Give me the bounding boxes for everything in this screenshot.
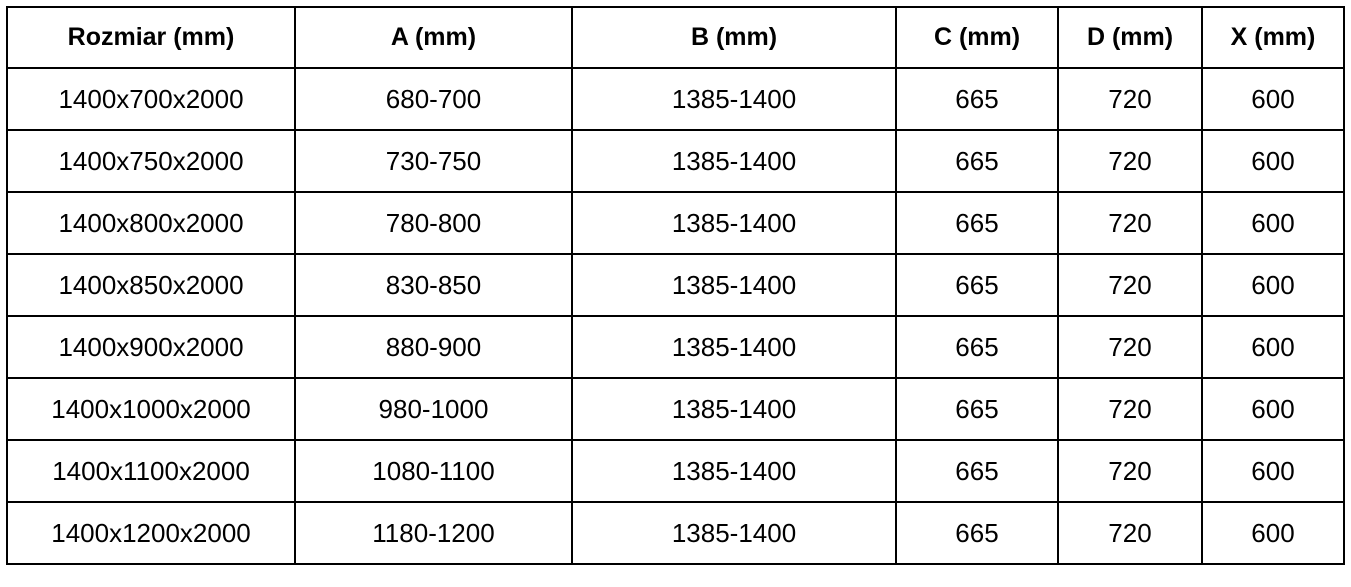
cell-c: 665	[895, 253, 1059, 317]
cell-b: 1385-1400	[571, 439, 897, 503]
table-row: 1400x750x2000 730-750 1385-1400 665 720 600	[6, 129, 1345, 193]
cell-size: 1400x750x2000	[6, 129, 296, 193]
cell-a: 980-1000	[294, 377, 573, 441]
cell-b: 1385-1400	[571, 377, 897, 441]
cell-size: 1400x900x2000	[6, 315, 296, 379]
column-header-size: Rozmiar (mm)	[6, 6, 296, 69]
cell-d: 720	[1057, 501, 1203, 565]
cell-a: 830-850	[294, 253, 573, 317]
cell-size: 1400x1200x2000	[6, 501, 296, 565]
cell-d: 720	[1057, 67, 1203, 131]
column-header-b: B (mm)	[571, 6, 897, 69]
table-row: 1400x1000x2000 980-1000 1385-1400 665 720 600	[6, 377, 1345, 441]
cell-size: 1400x850x2000	[6, 253, 296, 317]
cell-d: 720	[1057, 377, 1203, 441]
cell-c: 665	[895, 191, 1059, 255]
cell-d: 720	[1057, 439, 1203, 503]
cell-c: 665	[895, 315, 1059, 379]
cell-x: 600	[1201, 67, 1345, 131]
cell-c: 665	[895, 501, 1059, 565]
cell-x: 600	[1201, 377, 1345, 441]
dimensions-table: Rozmiar (mm) A (mm) B (mm) C (mm) D (mm) X (m…	[6, 6, 1345, 565]
cell-c: 665	[895, 439, 1059, 503]
cell-x: 600	[1201, 191, 1345, 255]
column-header-d: D (mm)	[1057, 6, 1203, 69]
cell-b: 1385-1400	[571, 315, 897, 379]
cell-x: 600	[1201, 253, 1345, 317]
cell-x: 600	[1201, 439, 1345, 503]
cell-c: 665	[895, 377, 1059, 441]
cell-a: 780-800	[294, 191, 573, 255]
cell-x: 600	[1201, 129, 1345, 193]
cell-d: 720	[1057, 315, 1203, 379]
cell-b: 1385-1400	[571, 191, 897, 255]
cell-a: 680-700	[294, 67, 573, 131]
column-header-a: A (mm)	[294, 6, 573, 69]
table-row: 1400x700x2000 680-700 1385-1400 665 720 600	[6, 67, 1345, 131]
cell-a: 730-750	[294, 129, 573, 193]
cell-a: 880-900	[294, 315, 573, 379]
cell-b: 1385-1400	[571, 67, 897, 131]
table-row: 1400x900x2000 880-900 1385-1400 665 720 600	[6, 315, 1345, 379]
cell-x: 600	[1201, 315, 1345, 379]
cell-b: 1385-1400	[571, 253, 897, 317]
cell-a: 1080-1100	[294, 439, 573, 503]
cell-c: 665	[895, 67, 1059, 131]
table-row: 1400x850x2000 830-850 1385-1400 665 720 600	[6, 253, 1345, 317]
table-row: 1400x800x2000 780-800 1385-1400 665 720 600	[6, 191, 1345, 255]
cell-x: 600	[1201, 501, 1345, 565]
cell-size: 1400x1000x2000	[6, 377, 296, 441]
column-header-x: X (mm)	[1201, 6, 1345, 69]
cell-size: 1400x1100x2000	[6, 439, 296, 503]
cell-size: 1400x700x2000	[6, 67, 296, 131]
column-header-c: C (mm)	[895, 6, 1059, 69]
table-row: 1400x1200x2000 1180-1200 1385-1400 665 720 60…	[6, 501, 1345, 565]
cell-d: 720	[1057, 253, 1203, 317]
table-row: 1400x1100x2000 1080-1100 1385-1400 665 720 60…	[6, 439, 1345, 503]
header-row: Rozmiar (mm) A (mm) B (mm) C (mm) D (mm) X (m…	[6, 6, 1345, 69]
cell-d: 720	[1057, 129, 1203, 193]
cell-c: 665	[895, 129, 1059, 193]
cell-d: 720	[1057, 191, 1203, 255]
cell-b: 1385-1400	[571, 501, 897, 565]
cell-b: 1385-1400	[571, 129, 897, 193]
cell-size: 1400x800x2000	[6, 191, 296, 255]
cell-a: 1180-1200	[294, 501, 573, 565]
